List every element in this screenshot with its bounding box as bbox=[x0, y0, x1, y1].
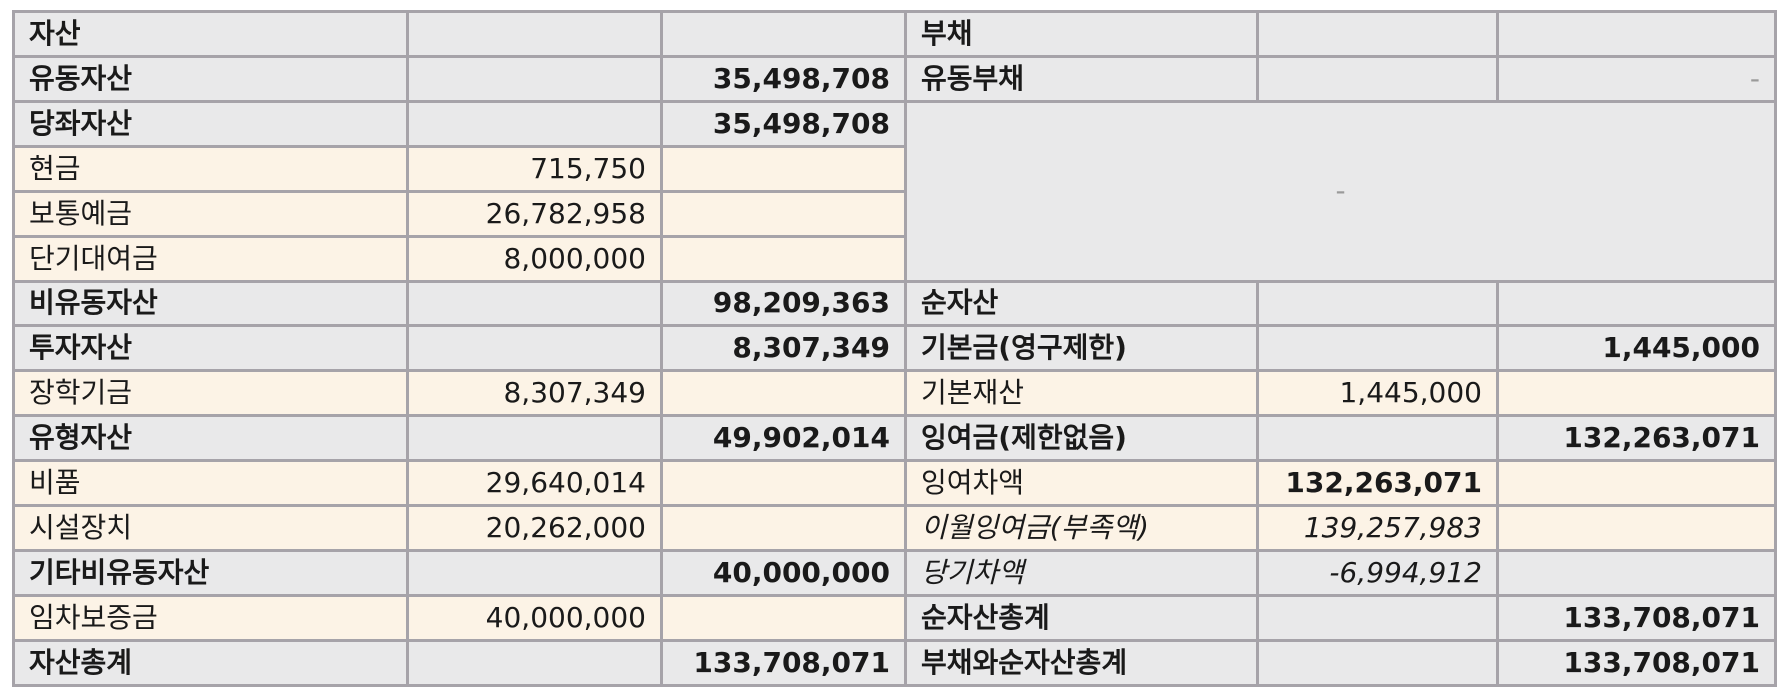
facilities-amount: 20,262,000 bbox=[406, 504, 663, 553]
empty-cell bbox=[1496, 369, 1777, 418]
table-row: 장학기금 8,307,349 기본재산 1,445,000 bbox=[12, 369, 1777, 418]
table-row: 당좌자산 35,498,708 - bbox=[12, 99, 1777, 283]
table-row: 기타비유동자산 40,000,000 당기차액 -6,994,912 bbox=[12, 549, 1777, 597]
non-current-assets-label: 비유동자산 bbox=[12, 279, 409, 328]
current-assets-total: 35,498,708 bbox=[660, 54, 907, 103]
net-assets-total-value: 133,708,071 bbox=[1496, 593, 1777, 642]
empty-cell bbox=[406, 549, 663, 597]
table-row: 유형자산 49,902,014 잉여금(제한없음) 132,263,071 bbox=[12, 414, 1777, 463]
table-row: 임차보증금 40,000,000 순자산총계 133,708,071 bbox=[12, 593, 1777, 642]
tangible-assets-label: 유형자산 bbox=[12, 414, 409, 463]
empty-cell bbox=[660, 189, 907, 238]
table-row: 비품 29,640,014 잉여차액 132,263,071 bbox=[12, 459, 1777, 508]
table-row: 단기대여금 8,000,000 bbox=[12, 234, 1776, 283]
quick-assets-label: 당좌자산 bbox=[12, 99, 409, 148]
empty-cell bbox=[1256, 279, 1499, 328]
cash-amount: 715,750 bbox=[406, 144, 663, 193]
scholarship-fund-amount: 8,307,349 bbox=[406, 369, 663, 418]
current-assets-label: 유동자산 bbox=[12, 54, 409, 103]
empty-cell bbox=[406, 324, 663, 373]
other-non-current-label: 기타비유동자산 bbox=[12, 549, 409, 597]
empty-cell bbox=[1256, 414, 1499, 463]
empty-cell bbox=[1496, 549, 1777, 597]
empty-cell bbox=[660, 234, 907, 283]
basic-property-label: 기본재산 bbox=[904, 369, 1259, 418]
facilities-label: 시설장치 bbox=[12, 504, 409, 553]
tangible-assets-total: 49,902,014 bbox=[660, 414, 907, 463]
assets-total-label: 자산총계 bbox=[12, 638, 409, 688]
carried-over-label: 이월잉여금(부족액) bbox=[904, 504, 1259, 553]
empty-cell bbox=[660, 504, 907, 553]
empty-cell bbox=[660, 459, 907, 508]
ordinary-deposit-amount: 26,782,958 bbox=[406, 189, 663, 238]
non-current-assets-total: 98,209,363 bbox=[660, 279, 907, 328]
lease-deposit-amount: 40,000,000 bbox=[406, 593, 663, 642]
table-row: 유동자산 35,498,708 유동부채 - bbox=[12, 54, 1777, 103]
quick-assets-total: 35,498,708 bbox=[660, 99, 907, 148]
basic-fund-label: 기본금(영구제한) bbox=[904, 324, 1259, 373]
empty-cell bbox=[1256, 54, 1499, 103]
investment-assets-label: 투자자산 bbox=[12, 324, 409, 373]
empty-cell bbox=[406, 279, 663, 328]
short-term-loan-label: 단기대여금 bbox=[12, 234, 409, 283]
assets-header: 자산 bbox=[12, 10, 409, 58]
current-liabilities-label: 유동부채 bbox=[904, 54, 1259, 103]
grand-total-label: 부채와순자산총계 bbox=[904, 638, 1259, 688]
table-row: 자산총계 133,708,071 부채와순자산총계 133,708,071 bbox=[12, 638, 1777, 688]
surplus-balance-amount: 132,263,071 bbox=[1256, 459, 1499, 508]
table-row: 투자자산 8,307,349 기본금(영구제한) 1,445,000 bbox=[12, 324, 1777, 373]
empty-cell bbox=[1496, 10, 1777, 58]
lease-deposit-label: 임차보증금 bbox=[12, 593, 409, 642]
empty-cell bbox=[1256, 10, 1499, 58]
net-assets-header: 순자산 bbox=[904, 279, 1259, 328]
table-row: 비유동자산 98,209,363 순자산 bbox=[12, 279, 1777, 328]
grand-total-value: 133,708,071 bbox=[1496, 638, 1777, 688]
empty-cell bbox=[406, 54, 663, 103]
empty-cell bbox=[660, 369, 907, 418]
scholarship-fund-label: 장학기금 bbox=[12, 369, 409, 418]
empty-cell bbox=[1256, 593, 1499, 642]
supplies-label: 비품 bbox=[12, 459, 409, 508]
current-balance-label: 당기차액 bbox=[904, 549, 1259, 597]
ordinary-deposit-label: 보통예금 bbox=[12, 189, 409, 238]
empty-cell bbox=[406, 638, 663, 688]
table-row: 현금 715,750 bbox=[12, 144, 1776, 193]
investment-assets-total: 8,307,349 bbox=[660, 324, 907, 373]
short-term-loan-amount: 8,000,000 bbox=[406, 234, 663, 283]
empty-cell bbox=[1496, 459, 1777, 508]
current-liabilities-total: - bbox=[1496, 54, 1777, 103]
balance-sheet-table: 자산 부채 유동자산 35,498,708 유동부채 - 당좌자산 35,498… bbox=[12, 10, 1777, 688]
liabilities-header: 부채 bbox=[904, 10, 1259, 58]
surplus-label: 잉여금(제한없음) bbox=[904, 414, 1259, 463]
empty-cell bbox=[406, 10, 663, 58]
empty-cell bbox=[1256, 638, 1499, 688]
carried-over-amount: 139,257,983 bbox=[1256, 504, 1499, 553]
empty-cell bbox=[1256, 324, 1499, 373]
table-row: 시설장치 20,262,000 이월잉여금(부족액) 139,257,983 bbox=[12, 504, 1777, 553]
liabilities-blank-area: - bbox=[904, 99, 1777, 283]
basic-property-amount: 1,445,000 bbox=[1256, 369, 1499, 418]
net-assets-total-label: 순자산총계 bbox=[904, 593, 1259, 642]
cash-label: 현금 bbox=[12, 144, 409, 193]
empty-cell bbox=[660, 10, 907, 58]
current-balance-amount: -6,994,912 bbox=[1256, 549, 1499, 597]
surplus-balance-label: 잉여차액 bbox=[904, 459, 1259, 508]
supplies-amount: 29,640,014 bbox=[406, 459, 663, 508]
other-non-current-total: 40,000,000 bbox=[660, 549, 907, 597]
empty-cell bbox=[660, 593, 907, 642]
empty-cell bbox=[660, 144, 907, 193]
empty-cell bbox=[406, 414, 663, 463]
table-row: 보통예금 26,782,958 bbox=[12, 189, 1776, 238]
empty-cell bbox=[1496, 279, 1777, 328]
empty-cell bbox=[1496, 504, 1777, 553]
empty-cell bbox=[406, 99, 663, 148]
surplus-total: 132,263,071 bbox=[1496, 414, 1777, 463]
basic-fund-total: 1,445,000 bbox=[1496, 324, 1777, 373]
assets-total-value: 133,708,071 bbox=[660, 638, 907, 688]
table-row: 자산 부채 bbox=[12, 10, 1777, 58]
